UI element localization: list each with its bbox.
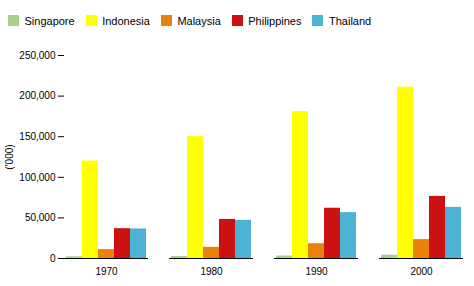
html-text:Malaysia: Malaysia (177, 14, 221, 27)
svg-text:200,000: 200,000 (19, 90, 56, 101)
svg-text:2000: 2000 (410, 265, 433, 276)
svg-text:0: 0 (50, 252, 56, 263)
svg-text:1970: 1970 (95, 265, 118, 276)
svg-text:50,000: 50,000 (25, 212, 56, 223)
html-text:Singapore: Singapore (24, 14, 75, 27)
svg-text:250,000: 250,000 (19, 49, 56, 60)
html-text:Indonesia: Indonesia (102, 14, 150, 27)
svg-text:('000): ('000) (4, 144, 15, 169)
svg-text:1990: 1990 (305, 265, 328, 276)
svg-text:150,000: 150,000 (19, 130, 56, 141)
html-text:Philippines: Philippines (248, 14, 302, 27)
svg-text:1980: 1980 (200, 265, 223, 276)
html-text:Thailand: Thailand (329, 14, 372, 27)
svg-text:100,000: 100,000 (19, 171, 56, 182)
